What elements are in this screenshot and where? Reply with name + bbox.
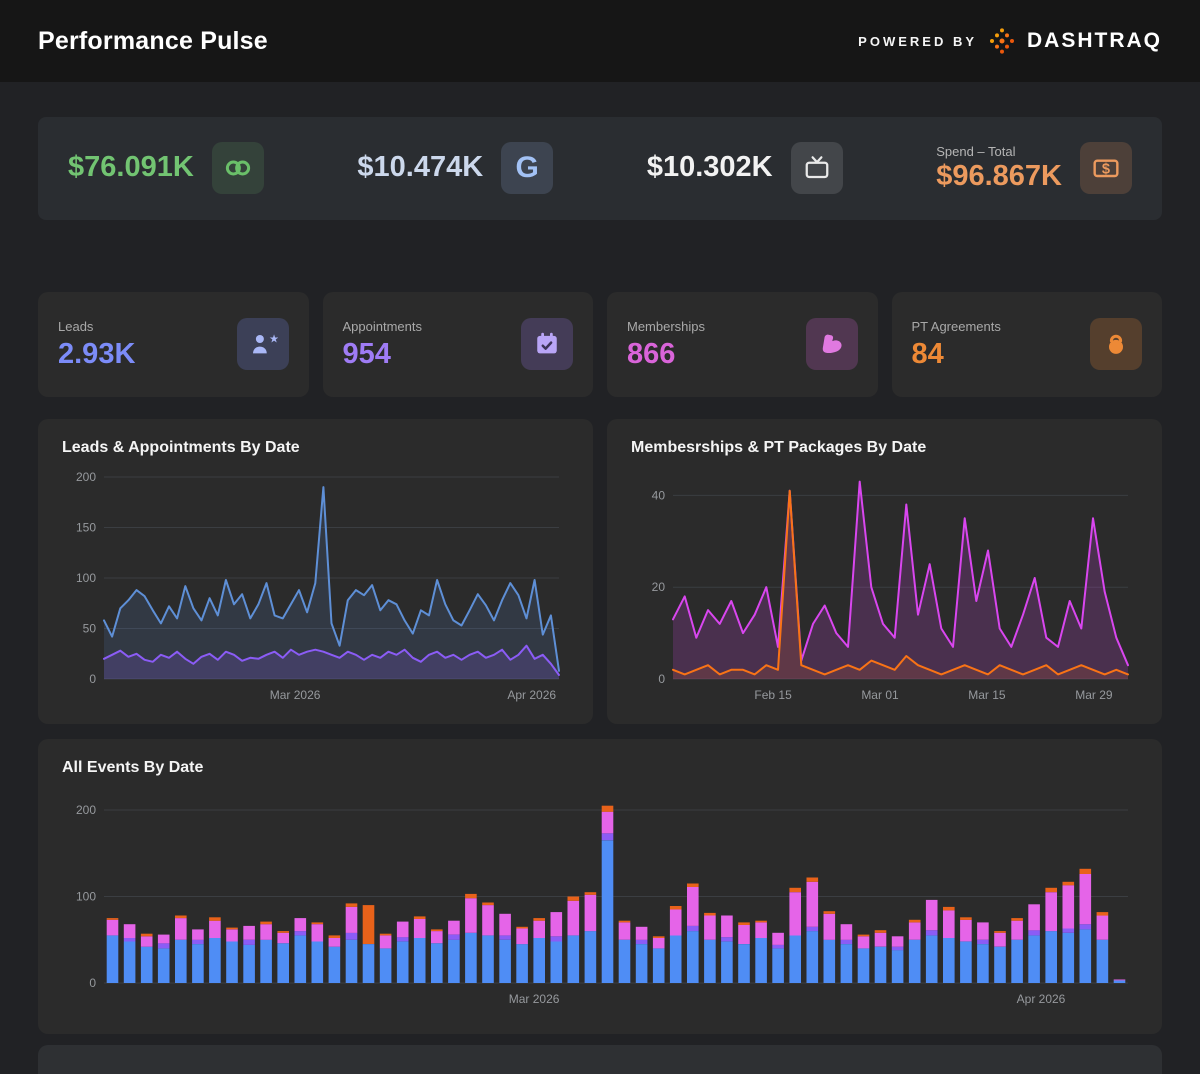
svg-text:150: 150 [76, 520, 96, 534]
meta-icon [211, 142, 264, 195]
svg-text:0: 0 [89, 976, 96, 990]
svg-text:100: 100 [76, 571, 96, 585]
spend-total-value: $96.867K [936, 159, 1062, 192]
tv-icon [790, 142, 843, 195]
kpi-card-appointments: Appointments 954 [322, 291, 593, 397]
pt-agreements-value: 84 [911, 338, 944, 371]
spend-item-google: $10.474K G [357, 142, 554, 195]
money-icon: $ [1080, 142, 1132, 195]
kpi-card-leads: Leads 2.93K ★ [38, 291, 309, 397]
memberships-pt-chart-card: Membesrships & PT Packages By Date 0 20 40… [607, 418, 1162, 724]
memberships-pt-line-chart: 0 20 40 Feb 15 Mar 01 Mar 15 Mar 29 [652, 480, 1129, 702]
svg-text:0: 0 [658, 672, 665, 686]
google-spend-value: $10.474K [357, 151, 484, 184]
svg-text:Mar 29: Mar 29 [1075, 688, 1113, 702]
spend-item-meta: $76.091K [68, 142, 264, 195]
svg-text:Apr 2026: Apr 2026 [1017, 992, 1066, 1006]
spend-total-label: Spend – Total [936, 143, 1016, 159]
svg-text:100: 100 [76, 889, 96, 903]
leads-label: Leads [58, 319, 94, 335]
tv-spend-value: $10.302K [646, 151, 773, 184]
svg-text:0: 0 [89, 672, 96, 686]
leads-appointments-line-chart: 0 50 100 150 200 Mar 2026 Apr 2026 [76, 470, 560, 702]
brand: POWERED BY DASHTRAQ [858, 26, 1162, 56]
next-card-partial [38, 1044, 1162, 1074]
dashtraq-logo-icon [987, 26, 1017, 56]
person-star-icon: ★ [236, 318, 289, 371]
svg-text:200: 200 [76, 803, 96, 817]
pt-agreements-label: PT Agreements [911, 319, 1001, 335]
all-events-chart-card: All Events By Date 0 100 200 Mar 2026 Apr 20… [38, 738, 1162, 1034]
page-title: Performance Pulse [38, 26, 268, 55]
calendar-check-icon [521, 318, 573, 371]
all-events-bar-chart: 0 100 200 Mar 2026 Apr 2026 [76, 803, 1128, 1006]
biceps-icon [805, 318, 858, 371]
svg-text:Mar 2026: Mar 2026 [270, 688, 321, 702]
brand-name: DASHTRAQ [1027, 29, 1162, 52]
all-events-chart-title: All Events By Date [62, 758, 204, 776]
svg-text:★: ★ [269, 332, 278, 345]
appointments-value: 954 [342, 338, 391, 371]
kpi-card-pt-agreements: PT Agreements 84 [891, 291, 1162, 397]
svg-text:20: 20 [652, 580, 666, 594]
svg-text:$: $ [1102, 162, 1110, 178]
charts-row: Leads & Appointments By Date 0 50 100 150 20… [38, 418, 1162, 724]
kpi-card-memberships: Memberships 866 [607, 291, 878, 397]
leads-appointments-chart-title: Leads & Appointments By Date [62, 438, 300, 456]
spend-item-tv: $10.302K [646, 142, 843, 195]
svg-text:40: 40 [652, 488, 666, 502]
kettlebell-icon [1090, 318, 1142, 371]
memberships-value: 866 [627, 338, 676, 371]
svg-text:Feb 15: Feb 15 [754, 688, 792, 702]
powered-by-label: POWERED BY [858, 33, 977, 49]
svg-text:50: 50 [83, 621, 97, 635]
appointments-label: Appointments [342, 319, 423, 335]
spend-summary-card: $76.091K $10.474K G $10.302K [38, 117, 1162, 220]
svg-text:Apr 2026: Apr 2026 [507, 688, 556, 702]
kpi-row: Leads 2.93K ★ Appointments 954 [38, 291, 1162, 397]
spend-item-total: Spend – Total $96.867K $ [936, 142, 1132, 195]
google-icon: G [501, 142, 554, 195]
memberships-pt-chart-title: Membesrships & PT Packages By Date [631, 438, 927, 456]
app-header: Performance Pulse POWERED BY DASHTRAQ [0, 0, 1200, 82]
meta-spend-value: $76.091K [68, 151, 194, 184]
svg-text:Mar 2026: Mar 2026 [509, 992, 560, 1006]
memberships-label: Memberships [627, 319, 706, 335]
leads-value: 2.93K [58, 338, 136, 371]
svg-text:Mar 01: Mar 01 [861, 688, 899, 702]
svg-text:Mar 15: Mar 15 [968, 688, 1006, 702]
svg-text:200: 200 [76, 470, 96, 484]
leads-appointments-chart-card: Leads & Appointments By Date 0 50 100 150 20… [38, 418, 593, 724]
